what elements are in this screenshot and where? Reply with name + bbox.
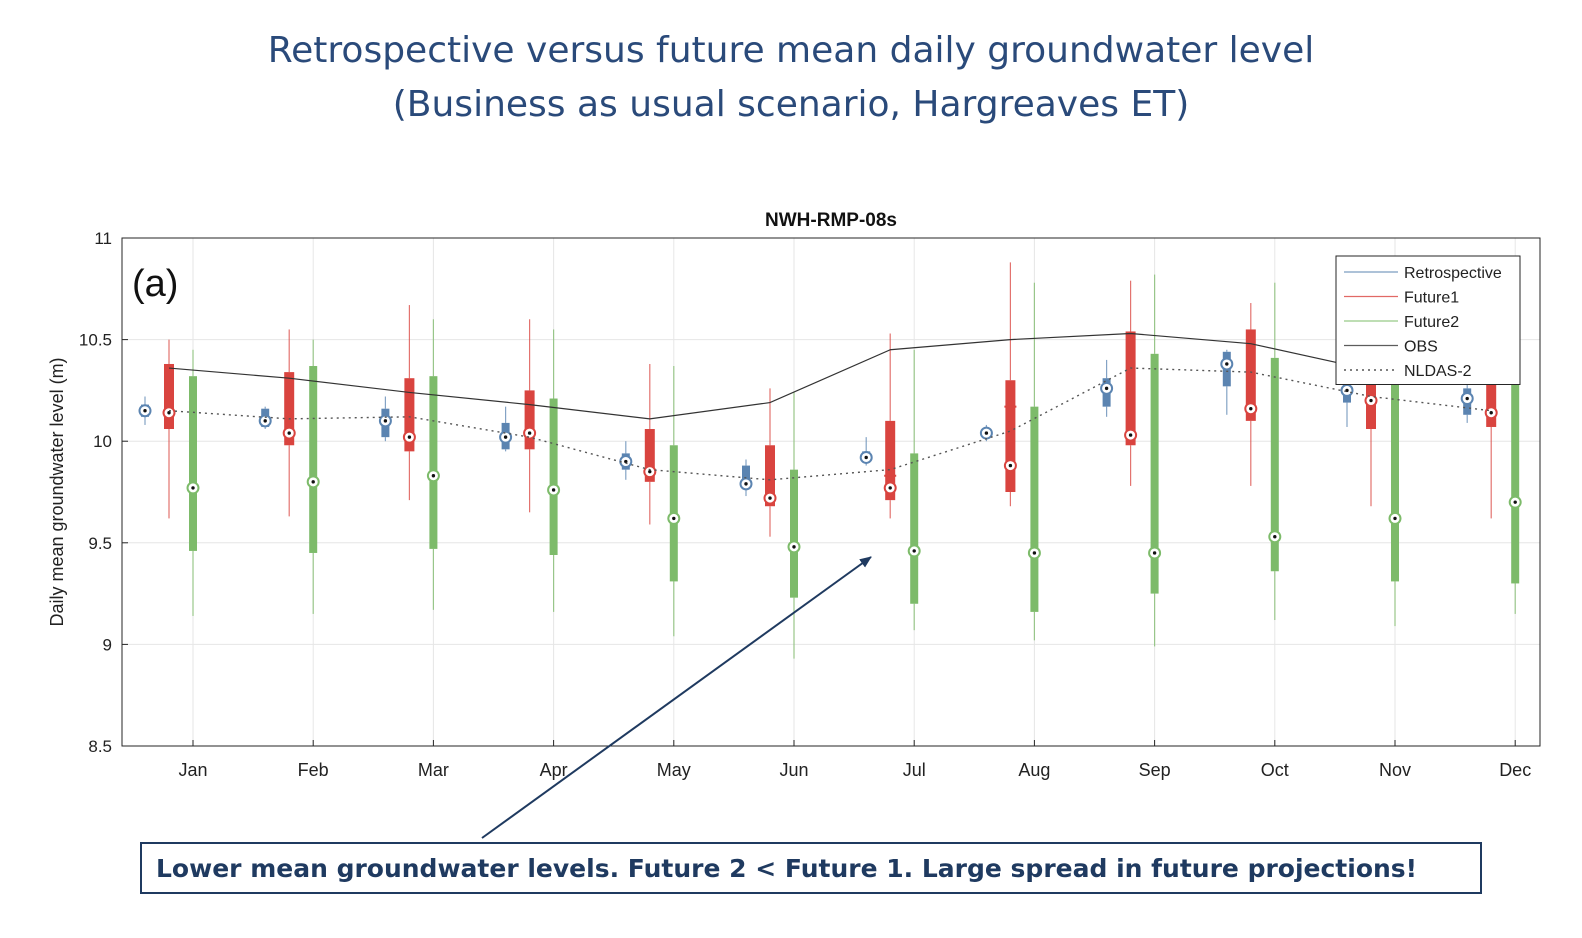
box-body <box>1125 331 1136 446</box>
box-median-dot <box>912 549 916 553</box>
box-body <box>644 429 655 482</box>
box-median-dot <box>1369 398 1373 403</box>
legend-label: NLDAS-2 <box>1404 363 1472 380</box>
x-tick-label: Feb <box>298 760 329 780</box>
box-median-dot <box>1465 396 1469 401</box>
y-tick-label: 10.5 <box>79 331 112 350</box>
x-tick-label: Sep <box>1139 760 1171 780</box>
box-median-dot <box>431 474 436 478</box>
x-tick-label: Aug <box>1018 760 1050 780</box>
plot-area <box>122 238 1540 746</box>
box-median-dot <box>864 455 868 460</box>
series-line-obs <box>168 332 1492 420</box>
chart-title: NWH-RMP-08s <box>765 210 897 231</box>
box-body <box>765 445 775 507</box>
box-body <box>1486 376 1497 427</box>
box-median-dot <box>744 482 748 486</box>
box-median-dot <box>1032 551 1037 555</box>
outlier-marker <box>1004 400 1017 413</box>
box-median-dot <box>1393 516 1397 521</box>
callout-box: Lower mean groundwater levels. Future 2 … <box>140 842 1482 894</box>
box-body <box>429 376 438 549</box>
y-tick-label: 10 <box>93 432 112 451</box>
box-median-dot <box>1249 406 1253 411</box>
box-median-dot <box>503 435 508 439</box>
box-body <box>549 398 558 555</box>
box-median-dot <box>624 459 628 464</box>
line-layer <box>168 332 1492 481</box>
box-median-dot <box>888 486 892 490</box>
box-body <box>742 465 750 488</box>
legend-label: Future2 <box>1404 314 1459 331</box>
x-tick-label: Apr <box>540 760 568 780</box>
legend-box <box>1335 255 1521 385</box>
x-tick-label: Mar <box>418 760 449 780</box>
box-median-dot <box>191 486 195 490</box>
box-body <box>910 453 919 604</box>
y-tick-label: 11 <box>94 229 112 248</box>
box-median-dot <box>1513 500 1517 504</box>
box-body <box>1150 353 1159 594</box>
y-tick-label: 8.5 <box>88 737 112 756</box>
x-tick-label: May <box>657 760 691 780</box>
box-body <box>885 420 896 501</box>
box-median-dot <box>167 411 171 415</box>
box-median-dot <box>1152 551 1157 555</box>
callout-arrow <box>481 556 872 839</box>
box-median-dot <box>383 419 388 423</box>
box-median-dot <box>672 516 676 521</box>
box-body <box>1511 382 1520 584</box>
box-median-dot <box>792 545 796 549</box>
box-median-dot <box>1008 463 1013 468</box>
y-axis-label: Daily mean groundwater level (m) <box>47 357 67 626</box>
x-tick-label: Jul <box>903 760 926 780</box>
box-median-dot <box>984 431 989 435</box>
panel-label: (a) <box>132 263 178 305</box>
x-tick-label: Oct <box>1261 760 1289 780</box>
box-median-dot <box>648 469 652 474</box>
box-median-dot <box>1225 362 1229 366</box>
box-median-dot <box>1128 433 1133 437</box>
box-body <box>164 363 174 430</box>
y-tick-label: 9.5 <box>88 534 112 553</box>
box-body <box>189 376 197 551</box>
x-tick-label: Jun <box>779 760 808 780</box>
legend-label: OBS <box>1404 339 1438 356</box>
axis-layer: 8.5 9 9.5 10 10.5 11 Jan Feb Mar Apr May Jun Jul Aug S… <box>79 229 1531 780</box>
box-median-dot <box>263 419 267 423</box>
y-tick-label: 9 <box>103 635 112 654</box>
box-body <box>524 390 535 450</box>
plot-frame <box>121 237 1541 747</box>
box-body <box>1391 380 1399 582</box>
box-body <box>1245 329 1256 421</box>
box-body <box>284 372 295 446</box>
box-median-dot <box>1273 535 1277 539</box>
box-body <box>1005 380 1016 492</box>
box-median-dot <box>311 480 315 484</box>
box-median-dot <box>527 431 532 435</box>
box-body <box>1270 357 1279 572</box>
box-layer <box>138 262 1522 659</box>
outlier-marker <box>884 469 897 482</box>
x-tick-label: Jan <box>178 760 207 780</box>
slide-title-line2: (Business as usual scenario, Hargreaves … <box>392 84 1190 125</box>
box-median-dot <box>143 409 147 413</box>
legend-label: Future1 <box>1404 290 1459 307</box>
x-tick-label: Nov <box>1379 760 1411 780</box>
legend: Retrospective Future1 Future2 OBS NLDAS-2 <box>1335 255 1521 385</box>
legend-label: Retrospective <box>1404 265 1502 282</box>
box-median-dot <box>1104 386 1109 391</box>
box-median-dot <box>407 435 412 439</box>
box-body <box>309 366 318 553</box>
box-body <box>404 378 415 452</box>
slide-title-line1: Retrospective versus future mean daily g… <box>267 30 1315 71</box>
x-tick-label: Dec <box>1499 760 1531 780</box>
box-body <box>790 469 798 598</box>
box-median-dot <box>768 496 772 500</box>
box-body <box>1030 406 1039 612</box>
box-median-dot <box>551 488 556 492</box>
box-median-dot <box>1489 411 1493 415</box>
box-median-dot <box>287 431 291 435</box>
